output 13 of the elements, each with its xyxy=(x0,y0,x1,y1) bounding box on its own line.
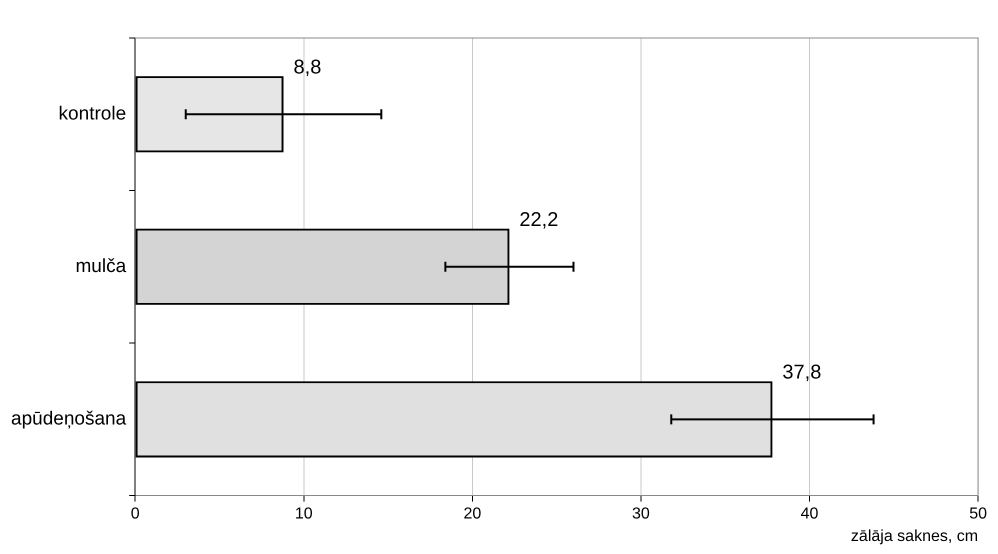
data-label: 8,8 xyxy=(294,56,322,79)
y-tick-label: kontrole xyxy=(58,104,126,124)
x-tick-label: 30 xyxy=(632,506,650,523)
y-tick-label: mulča xyxy=(75,256,127,278)
data-label: 22,2 xyxy=(519,209,558,232)
data-label: 37,8 xyxy=(782,362,822,384)
x-tick-label: 0 xyxy=(130,506,140,523)
x-tick-label: 10 xyxy=(294,506,313,523)
x-axis-title: zālāja saknes, cm xyxy=(850,528,978,545)
y-tick-label: apūdeņošana xyxy=(10,408,127,430)
x-tick-label: 20 xyxy=(463,506,482,523)
x-tick-label: 40 xyxy=(800,506,819,523)
x-tick-label: 50 xyxy=(969,506,988,523)
